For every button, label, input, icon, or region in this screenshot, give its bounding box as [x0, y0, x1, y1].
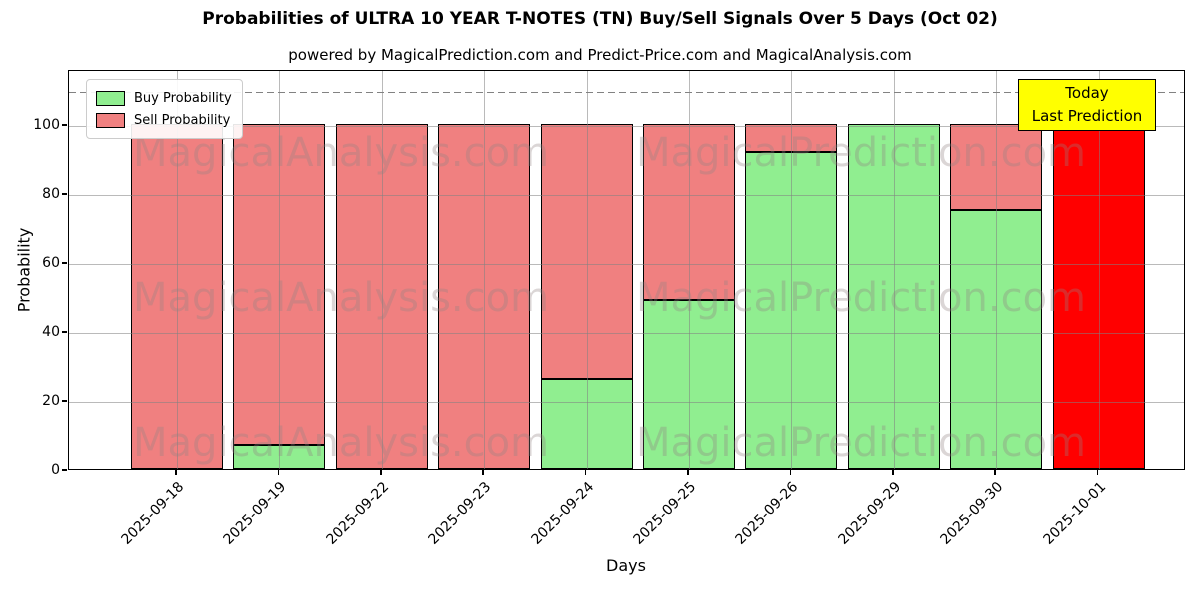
y-tick-mark [62, 124, 67, 126]
plot-area: Buy Probability Sell Probability Today L… [68, 70, 1185, 470]
y-tick-label: 0 [51, 462, 60, 478]
horizontal-gridline [69, 402, 1184, 404]
x-tick-mark [584, 470, 587, 475]
y-tick-label: 60 [42, 255, 60, 272]
watermark-text: MagicalPrediction.com [636, 275, 1086, 321]
y-tick-mark [62, 262, 67, 264]
horizontal-gridline [69, 126, 1184, 128]
chart-title: Probabilities of ULTRA 10 YEAR T-NOTES (… [202, 9, 998, 29]
legend-label-buy: Buy Probability [134, 90, 232, 106]
vertical-gridline [484, 71, 486, 469]
watermark-text: MagicalAnalysis.com [132, 275, 550, 321]
watermark-text: MagicalAnalysis.com [132, 420, 550, 466]
x-tick-mark [175, 470, 177, 475]
x-tick-mark [892, 470, 894, 475]
x-axis-label: Days [606, 556, 646, 575]
x-tick-mark [482, 470, 484, 475]
y-tick-label: 100 [33, 117, 60, 134]
legend: Buy Probability Sell Probability [86, 79, 243, 139]
horizontal-gridline [69, 333, 1184, 335]
x-tick-mark [994, 470, 996, 475]
y-tick-mark [62, 400, 67, 402]
vertical-gridline [1098, 71, 1100, 469]
x-tick-mark [380, 470, 382, 475]
vertical-gridline [177, 71, 178, 469]
vertical-gridline [791, 71, 793, 469]
x-tick-mark [1096, 470, 1099, 475]
today-annotation-line1: Today [1065, 84, 1109, 102]
x-tick-mark [789, 470, 792, 475]
vertical-gridline [996, 71, 998, 469]
watermark-text: MagicalPrediction.com [636, 420, 1086, 466]
y-tick-label: 40 [42, 324, 60, 341]
dashed-threshold-line [69, 91, 1184, 94]
sell-color-swatch [96, 112, 125, 128]
x-tick-mark [277, 470, 280, 475]
vertical-gridline [893, 71, 895, 469]
x-tick-label: 2025-09-18 [118, 479, 188, 548]
watermark-text: MagicalPrediction.com [636, 130, 1086, 176]
today-annotation-box: Today Last Prediction [1018, 79, 1156, 131]
vertical-gridline [586, 71, 588, 469]
y-tick-mark [62, 193, 67, 195]
vertical-gridline [689, 71, 690, 469]
y-tick-label: 20 [42, 393, 60, 410]
x-tick-mark [687, 470, 689, 475]
today-annotation-line2: Last Prediction [1031, 107, 1143, 125]
y-tick-mark [62, 469, 67, 471]
horizontal-gridline [69, 264, 1184, 266]
vertical-gridline [381, 71, 383, 469]
horizontal-gridline [69, 195, 1184, 197]
y-tick-label: 80 [42, 186, 60, 203]
legend-item-sell: Sell Probability [96, 109, 232, 131]
y-tick-mark [62, 331, 67, 333]
vertical-gridline [279, 71, 281, 469]
legend-item-buy: Buy Probability [96, 87, 232, 109]
chart-subtitle: powered by MagicalPrediction.com and Pre… [288, 46, 912, 64]
legend-label-sell: Sell Probability [134, 112, 231, 128]
buy-color-swatch [96, 90, 125, 106]
